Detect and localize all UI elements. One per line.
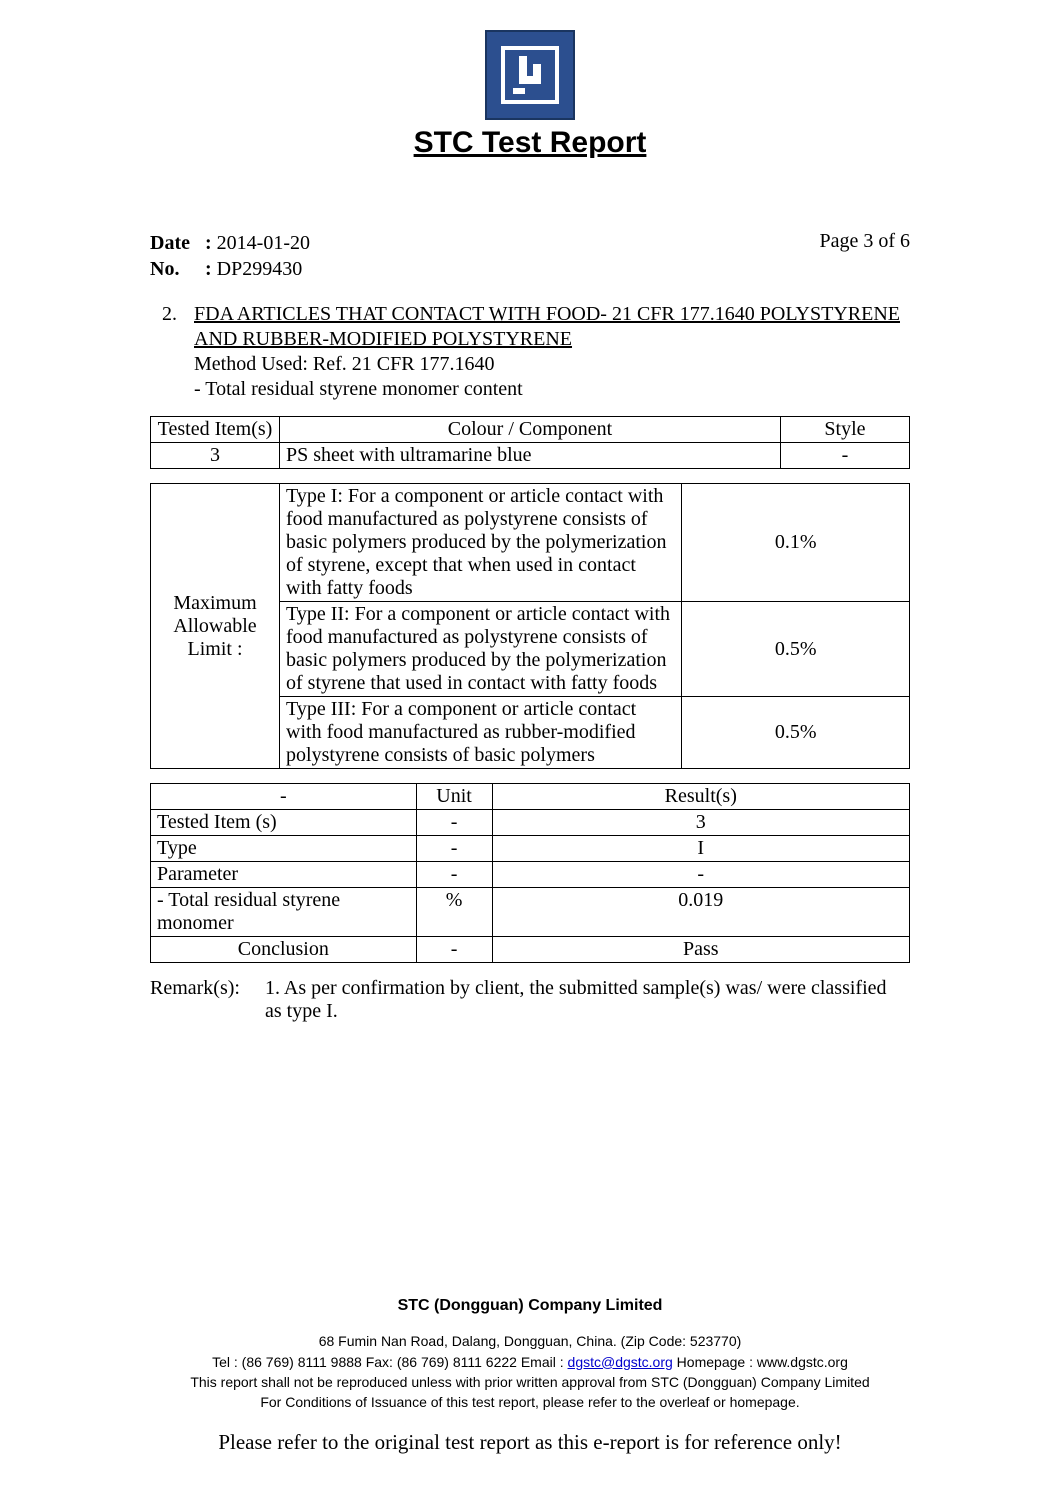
cell-result: 3 [492, 810, 909, 836]
cell-label: - Total residual styrene monomer [151, 888, 417, 937]
cell-result: - [492, 862, 909, 888]
section-title: FDA ARTICLES THAT CONTACT WITH FOOD- 21 … [194, 303, 900, 350]
footer-line3: This report shall not be reproduced unle… [0, 1372, 1060, 1392]
col-component: Colour / Component [280, 417, 781, 443]
date-label: Date [150, 230, 205, 256]
limit-table: Maximum Allowable Limit : Type I: For a … [150, 483, 910, 769]
table-row: 3 PS sheet with ultramarine blue - [151, 443, 910, 469]
limit-value: 0.5% [682, 697, 910, 769]
cell-result: Pass [492, 937, 909, 963]
cell-unit: - [416, 937, 492, 963]
col-results: Result(s) [492, 784, 909, 810]
report-title: STC Test Report [0, 126, 1060, 160]
meta-date: Date: 2014-01-20 [150, 230, 910, 256]
cell-result: 0.019 [492, 888, 909, 937]
col-blank: - [151, 784, 417, 810]
section-2: 2. FDA ARTICLES THAT CONTACT WITH FOOD- … [150, 302, 910, 402]
limit-desc: Type II: For a component or article cont… [280, 602, 682, 697]
cell-item: 3 [151, 443, 280, 469]
table-row: Conclusion-Pass [151, 937, 910, 963]
cell-label: Parameter [151, 862, 417, 888]
cell-unit: - [416, 862, 492, 888]
section-method: Method Used: Ref. 21 CFR 177.1640 [194, 353, 495, 375]
remarks: Remark(s): 1. As per confirmation by cli… [150, 977, 910, 1023]
cell-unit: - [416, 810, 492, 836]
table-row: Maximum Allowable Limit : Type I: For a … [151, 484, 910, 602]
tested-item-table: Tested Item(s) Colour / Component Style … [150, 416, 910, 469]
section-sub: - Total residual styrene monomer content [194, 378, 523, 400]
table-row: Parameter-- [151, 862, 910, 888]
content-area: Date: 2014-01-20 No.: DP299430 Page 3 of… [0, 230, 1060, 1023]
meta-block: Date: 2014-01-20 No.: DP299430 Page 3 of… [150, 230, 910, 282]
col-style: Style [780, 417, 909, 443]
table-row: Type-I [151, 836, 910, 862]
limit-desc: Type III: For a component or article con… [280, 697, 682, 769]
footer: STC (Dongguan) Company Limited 68 Fumin … [0, 1294, 1060, 1457]
col-tested-item: Tested Item(s) [151, 417, 280, 443]
cell-component: PS sheet with ultramarine blue [280, 443, 781, 469]
remarks-text: 1. As per confirmation by client, the su… [265, 977, 905, 1023]
footer-disclaimer: Please refer to the original test report… [0, 1427, 1060, 1457]
footer-contact-post: Homepage : www.dgstc.org [673, 1354, 848, 1370]
cell-unit: - [416, 836, 492, 862]
limit-value: 0.1% [682, 484, 910, 602]
cell-style: - [780, 443, 909, 469]
limit-desc: Type I: For a component or article conta… [280, 484, 682, 602]
table-row: - Total residual styrene monomer%0.019 [151, 888, 910, 937]
col-unit: Unit [416, 784, 492, 810]
section-number: 2. [162, 302, 177, 327]
table-header-row: Tested Item(s) Colour / Component Style [151, 417, 910, 443]
cell-unit: % [416, 888, 492, 937]
cell-label: Conclusion [151, 937, 417, 963]
footer-contact: Tel : (86 769) 8111 9888 Fax: (86 769) 8… [0, 1352, 1060, 1372]
table-row: Tested Item (s)-3 [151, 810, 910, 836]
footer-company: STC (Dongguan) Company Limited [0, 1294, 1060, 1317]
date-value: 2014-01-20 [217, 232, 310, 254]
cell-label: Tested Item (s) [151, 810, 417, 836]
footer-contact-pre: Tel : (86 769) 8111 9888 Fax: (86 769) 8… [212, 1354, 567, 1370]
limit-label: Maximum Allowable Limit : [151, 484, 280, 769]
cell-result: I [492, 836, 909, 862]
table-header-row: - Unit Result(s) [151, 784, 910, 810]
results-table: - Unit Result(s) Tested Item (s)-3 Type-… [150, 783, 910, 963]
no-value: DP299430 [217, 258, 303, 280]
cell-label: Type [151, 836, 417, 862]
limit-value: 0.5% [682, 602, 910, 697]
footer-address: 68 Fumin Nan Road, Dalang, Dongguan, Chi… [0, 1331, 1060, 1351]
remarks-label: Remark(s): [150, 977, 260, 1000]
company-logo [485, 30, 575, 120]
meta-no: No.: DP299430 [150, 256, 910, 282]
footer-line4: For Conditions of Issuance of this test … [0, 1392, 1060, 1412]
footer-email-link[interactable]: dgstc@dgstc.org [568, 1354, 673, 1370]
page: STC Test Report Date: 2014-01-20 No.: DP… [0, 30, 1060, 1469]
no-label: No. [150, 256, 205, 282]
page-number: Page 3 of 6 [819, 230, 910, 253]
